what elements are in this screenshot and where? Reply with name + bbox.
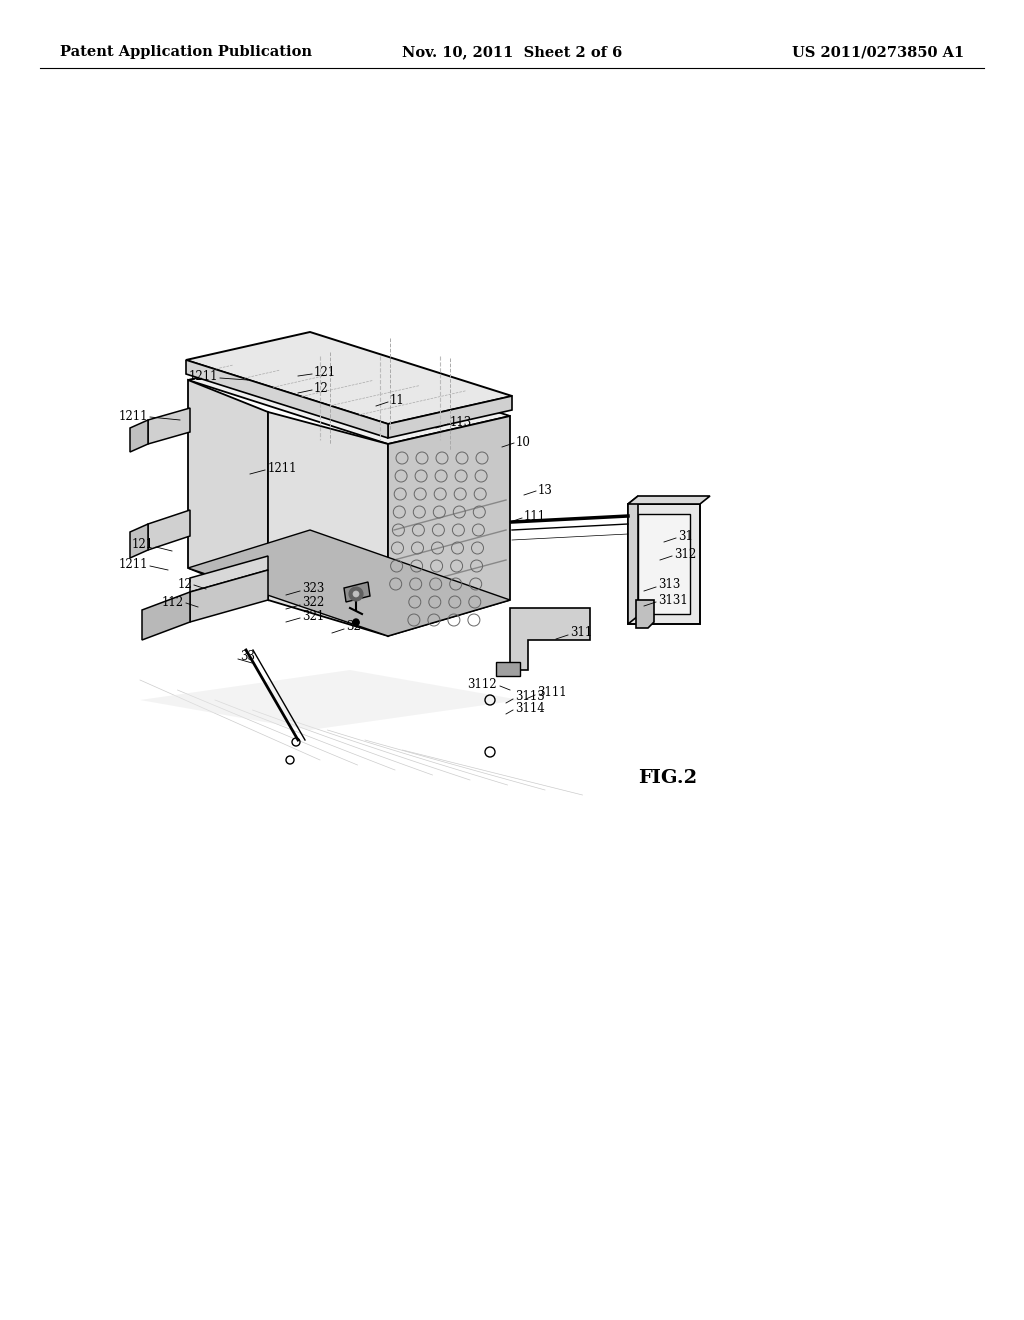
Text: 32: 32 — [346, 620, 360, 634]
Polygon shape — [510, 609, 590, 671]
Text: 311: 311 — [570, 627, 592, 639]
Text: 1211: 1211 — [188, 371, 218, 384]
Text: 321: 321 — [302, 610, 325, 623]
Text: Nov. 10, 2011  Sheet 2 of 6: Nov. 10, 2011 Sheet 2 of 6 — [401, 45, 623, 59]
Text: 3111: 3111 — [537, 686, 566, 700]
Polygon shape — [186, 360, 388, 438]
Polygon shape — [388, 416, 510, 636]
Polygon shape — [190, 556, 268, 591]
Polygon shape — [148, 510, 190, 550]
Text: FIG.2: FIG.2 — [638, 770, 697, 787]
Text: 121: 121 — [314, 367, 336, 380]
Text: 3112: 3112 — [467, 678, 497, 692]
Polygon shape — [140, 671, 520, 730]
Polygon shape — [268, 412, 388, 636]
Text: 113: 113 — [450, 416, 472, 429]
Text: 3113: 3113 — [515, 690, 545, 704]
Polygon shape — [188, 352, 510, 444]
Text: 1211: 1211 — [119, 409, 148, 422]
Text: 3131: 3131 — [658, 594, 688, 606]
Polygon shape — [628, 496, 638, 624]
Text: 322: 322 — [302, 597, 325, 610]
Polygon shape — [388, 396, 512, 438]
Polygon shape — [130, 420, 148, 451]
Text: 312: 312 — [674, 549, 696, 561]
Polygon shape — [142, 591, 190, 640]
Text: Patent Application Publication: Patent Application Publication — [60, 45, 312, 59]
Circle shape — [353, 619, 359, 624]
Circle shape — [349, 587, 362, 601]
Polygon shape — [130, 524, 148, 558]
Text: 33: 33 — [240, 651, 255, 664]
Text: 12: 12 — [177, 578, 193, 590]
Text: 111: 111 — [524, 510, 546, 523]
Text: 11: 11 — [390, 393, 404, 407]
Polygon shape — [638, 513, 690, 614]
Text: 121: 121 — [132, 539, 154, 552]
Circle shape — [353, 591, 359, 597]
Polygon shape — [148, 408, 190, 444]
Polygon shape — [344, 582, 370, 602]
Text: 10: 10 — [516, 436, 530, 449]
Text: 3114: 3114 — [515, 701, 545, 714]
Text: 1211: 1211 — [119, 558, 148, 572]
Text: 13: 13 — [538, 483, 553, 496]
Polygon shape — [186, 333, 512, 424]
Polygon shape — [628, 496, 710, 504]
Text: 323: 323 — [302, 582, 325, 595]
Polygon shape — [628, 504, 700, 624]
Polygon shape — [188, 531, 510, 636]
Text: 1211: 1211 — [268, 462, 298, 474]
Text: 12: 12 — [314, 381, 329, 395]
Text: 313: 313 — [658, 578, 680, 591]
Polygon shape — [496, 663, 520, 676]
Polygon shape — [188, 380, 268, 601]
Text: 112: 112 — [162, 595, 184, 609]
Polygon shape — [636, 601, 654, 628]
Text: 31: 31 — [678, 531, 693, 544]
Text: US 2011/0273850 A1: US 2011/0273850 A1 — [792, 45, 964, 59]
Polygon shape — [190, 570, 268, 622]
